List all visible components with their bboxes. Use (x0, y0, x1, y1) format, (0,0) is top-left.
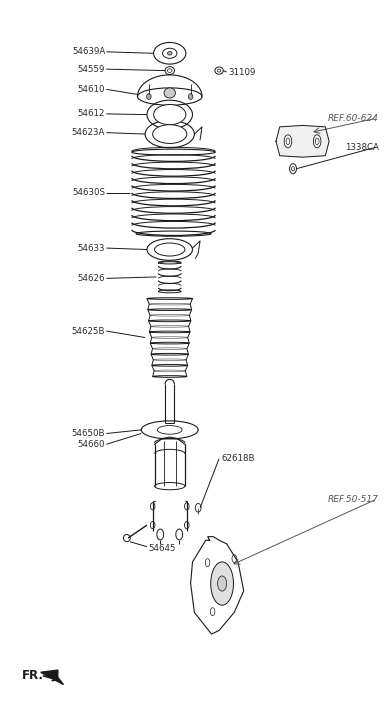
Text: 62618B: 62618B (221, 454, 254, 463)
Text: 54610: 54610 (78, 85, 105, 94)
Text: 54630S: 54630S (72, 188, 105, 197)
Polygon shape (276, 126, 329, 157)
Text: 31109: 31109 (229, 68, 256, 76)
Text: 54626: 54626 (78, 274, 105, 283)
Ellipse shape (284, 134, 292, 148)
Text: FR.: FR. (22, 669, 44, 682)
Text: 54612: 54612 (78, 109, 105, 119)
Text: REF.50-517: REF.50-517 (328, 494, 378, 504)
Ellipse shape (218, 576, 227, 591)
Ellipse shape (154, 243, 185, 256)
Text: 1338CA: 1338CA (345, 142, 378, 151)
Ellipse shape (154, 105, 186, 125)
Text: 54650B: 54650B (72, 429, 105, 438)
Ellipse shape (153, 125, 187, 143)
Text: 54633: 54633 (78, 244, 105, 252)
Ellipse shape (188, 94, 193, 100)
Ellipse shape (147, 94, 151, 100)
Text: 54645: 54645 (149, 545, 176, 553)
Ellipse shape (164, 88, 176, 98)
Circle shape (211, 562, 233, 605)
Text: 54559: 54559 (78, 65, 105, 73)
Text: 54623A: 54623A (72, 128, 105, 137)
Ellipse shape (167, 52, 172, 55)
Text: REF.60-624: REF.60-624 (328, 113, 378, 123)
Text: 54625B: 54625B (72, 326, 105, 336)
Text: 54660: 54660 (78, 440, 105, 449)
Text: 54639A: 54639A (72, 47, 105, 56)
Polygon shape (41, 670, 64, 685)
Ellipse shape (313, 134, 321, 148)
